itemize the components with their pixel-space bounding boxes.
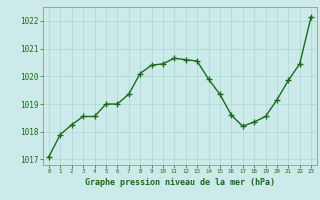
X-axis label: Graphe pression niveau de la mer (hPa): Graphe pression niveau de la mer (hPa): [85, 178, 275, 187]
